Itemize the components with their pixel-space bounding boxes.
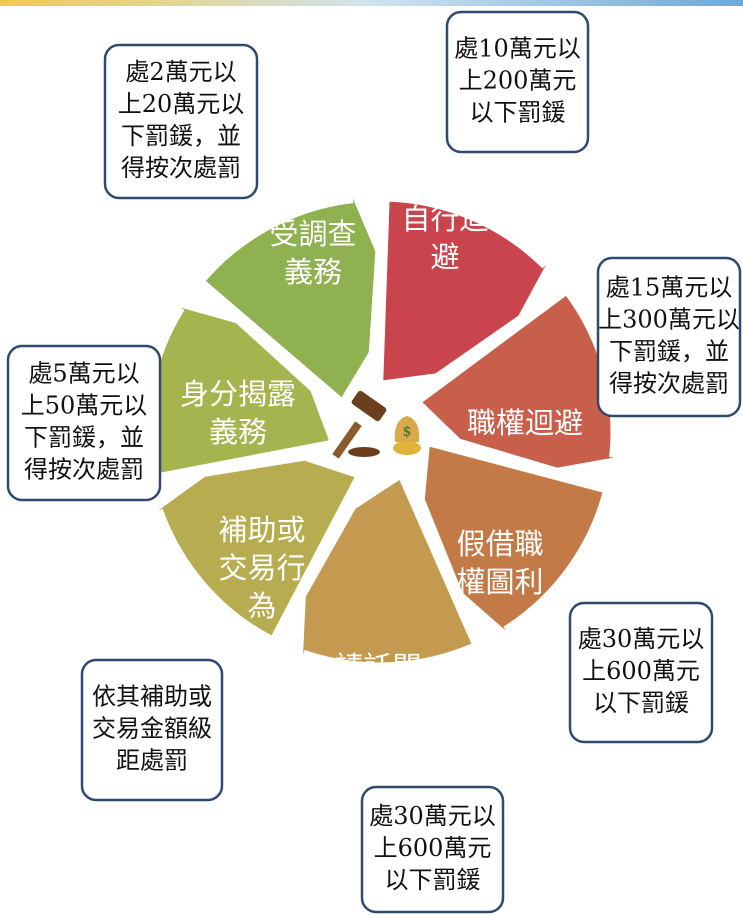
segment-label: 避	[430, 240, 459, 274]
segment-label: 受調查	[269, 217, 356, 251]
segment-label: 自行迴	[401, 202, 488, 236]
penalty-text: 處15萬元以	[606, 274, 733, 302]
svg-text:$: $	[403, 424, 412, 440]
segment-label: 說	[363, 688, 392, 722]
penalty-text: 處30萬元以	[369, 802, 496, 830]
segment-label: 權圖利	[456, 565, 543, 599]
penalty-text: 上300萬元以	[598, 306, 740, 334]
segment-label: 請託關	[334, 650, 421, 684]
penalty-text: 得按次處罰	[121, 154, 241, 182]
penalty-text: 處10萬元以	[454, 35, 581, 63]
segment-label: 交易行	[218, 551, 305, 585]
segment-label: 假借職	[456, 527, 543, 561]
penalty-text: 得按次處罰	[24, 456, 144, 484]
penalty-text: 依其補助或	[92, 683, 212, 711]
hub: $	[332, 385, 427, 479]
penalty-text: 下罰鍰，並	[24, 424, 144, 452]
penalty-text: 上600萬元	[582, 657, 700, 685]
penalty-text: 得按次處罰	[609, 370, 729, 398]
segment-label: 身分揭露	[180, 377, 296, 411]
segment-label: 義務	[284, 255, 342, 289]
penalty-text: 以下罰鍰	[385, 866, 481, 894]
penalty-text: 上200萬元	[459, 67, 577, 95]
diagram: 自行迴避職權迴避假借職權圖利請託關說補助或交易行為身分揭露義務受調查義務 $ 處…	[0, 0, 743, 915]
penalty-text: 以下罰鍰	[593, 689, 689, 717]
segment-label: 義務	[209, 415, 267, 449]
penalty-text: 處30萬元以	[578, 625, 705, 653]
segment-label: 職權迴避	[467, 406, 583, 440]
penalty-text: 處2萬元以	[125, 58, 236, 86]
top-strip	[0, 0, 743, 6]
segment-label: 為	[247, 589, 276, 623]
penalty-text: 上600萬元	[374, 834, 492, 862]
penalty-text: 下罰鍰，並	[121, 122, 241, 150]
segment-label: 補助或	[218, 513, 305, 547]
penalty-text: 交易金額級	[92, 715, 212, 743]
penalty-text: 上50萬元以	[21, 392, 148, 420]
penalty-text: 距處罰	[116, 747, 188, 775]
penalty-text: 上20萬元以	[118, 90, 245, 118]
penalty-text: 下罰鍰，並	[609, 338, 729, 366]
penalty-text: 處5萬元以	[28, 360, 139, 388]
penalty-text: 以下罰鍰	[470, 99, 566, 127]
